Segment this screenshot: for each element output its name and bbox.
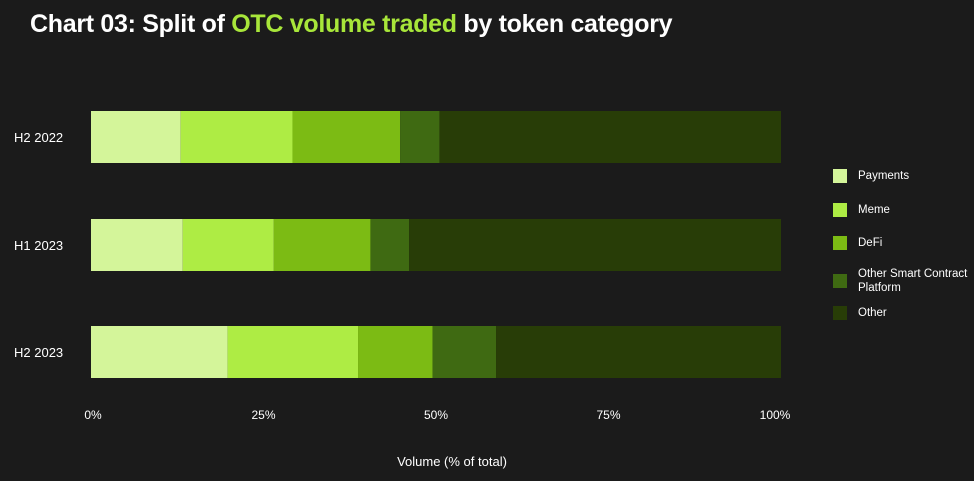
legend-item: Other Smart Contract Platform [833, 267, 968, 295]
bar-segment-defi [273, 219, 371, 271]
legend-item: DeFi [833, 236, 968, 250]
bar-segment-meme [180, 111, 293, 163]
legend-label: Meme [858, 204, 890, 216]
bar-segment-other-smart-contract-platform [370, 219, 410, 271]
legend-swatch [833, 274, 847, 288]
bar-segment-other-smart-contract-platform [400, 111, 440, 163]
legend-swatch [833, 203, 847, 217]
legend-swatch [833, 306, 847, 320]
bar-segment-meme [182, 219, 274, 271]
legend-label: Other Smart Contract Platform [858, 268, 968, 294]
x-axis-label: Volume (% of total) [397, 454, 507, 469]
legend-swatch [833, 169, 847, 183]
bar-segment-other-smart-contract-platform [432, 326, 497, 378]
category-label: H2 2023 [14, 345, 63, 360]
chart-title-prefix: Chart 03: Split of [30, 10, 232, 38]
bar-segment-defi [292, 111, 401, 163]
x-tick-label: 25% [251, 408, 275, 422]
legend-label: Other [858, 307, 887, 319]
legend-label: Payments [858, 170, 910, 182]
x-tick-label: 75% [596, 408, 620, 422]
category-label: H2 2022 [14, 130, 63, 145]
bar-segment-other [439, 111, 781, 163]
chart-title-highlight: OTC volume traded [231, 10, 457, 38]
legend-label: DeFi [858, 237, 883, 249]
bar-segment-defi [358, 326, 433, 378]
legend-swatch [833, 236, 847, 250]
bar-segment-payments [91, 111, 181, 163]
chart-title: Chart 03: Split of OTC volume traded by … [30, 10, 673, 39]
category-label: H1 2023 [14, 238, 63, 253]
legend-item: Meme [833, 203, 968, 217]
x-tick-label: 50% [424, 408, 448, 422]
chart-title-suffix: by token category [456, 10, 673, 38]
bar-segment-payments [91, 219, 183, 271]
bar-segment-other [409, 219, 781, 271]
x-tick-label: 0% [84, 408, 102, 422]
legend-item: Payments [833, 169, 968, 183]
legend-item: Other [833, 306, 968, 320]
bar-segment-meme [227, 326, 359, 378]
bar-segment-payments [91, 326, 228, 378]
x-tick-label: 100% [760, 408, 791, 422]
bar-segment-other [496, 326, 781, 378]
